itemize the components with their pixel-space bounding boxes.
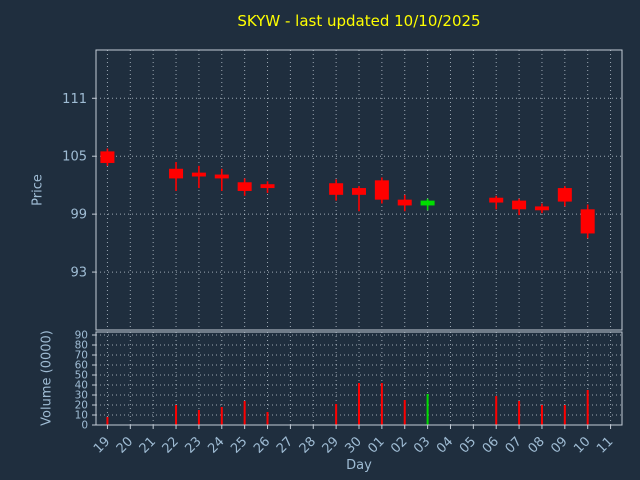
candle-body	[580, 209, 595, 234]
chart-title: SKYW - last updated 10/10/2025	[237, 12, 481, 30]
x-tick-label: 20	[114, 434, 136, 456]
candle-body	[420, 200, 435, 206]
volume-tick-label: 30	[75, 390, 88, 402]
candle-body	[489, 197, 504, 203]
x-axis-label: Day	[346, 458, 372, 473]
candle-body	[352, 188, 366, 195]
volume-panel-frame	[95, 331, 623, 426]
x-tick-label: 05	[457, 434, 479, 456]
x-tick-label: 07	[503, 434, 525, 456]
volume-tick-label: 50	[75, 370, 88, 382]
volume-tick-label: 10	[75, 410, 88, 422]
price-panel-frame	[95, 49, 623, 331]
x-tick-label: 11	[594, 434, 616, 456]
candle-body	[214, 174, 229, 179]
candle-body	[237, 182, 252, 191]
candle-body	[191, 172, 206, 177]
x-tick-label: 25	[228, 434, 250, 456]
x-tick-label: 28	[297, 434, 319, 456]
x-tick-label: 04	[434, 434, 456, 456]
x-tick-label: 06	[480, 434, 502, 456]
candle-body	[169, 168, 184, 179]
x-tick-label: 09	[548, 434, 570, 456]
x-tick-label: 29	[320, 434, 342, 456]
price-tick-label: 99	[70, 208, 87, 223]
candle-body	[374, 180, 389, 200]
volume-tick-label: 70	[75, 350, 88, 362]
x-tick-label: 24	[205, 434, 227, 456]
x-tick-label: 30	[343, 434, 365, 456]
candle-body	[329, 183, 344, 195]
candle-body	[260, 184, 275, 189]
x-tick-label: 26	[251, 434, 273, 456]
candle-body	[100, 151, 115, 163]
x-tick-label: 19	[91, 434, 113, 456]
price-tick-label: 93	[70, 266, 87, 281]
volume-tick-label: 60	[75, 360, 88, 372]
x-tick-label: 23	[182, 434, 204, 456]
candle-body	[397, 199, 412, 206]
x-tick-label: 27	[274, 434, 296, 456]
volume-tick-label: 40	[75, 380, 88, 392]
price-tick-label: 105	[62, 150, 87, 165]
x-tick-label: 22	[160, 434, 182, 456]
volume-tick-label: 20	[75, 400, 88, 412]
x-tick-label: 10	[571, 434, 593, 456]
candle-body	[534, 206, 549, 211]
x-tick-label: 21	[137, 434, 159, 456]
x-tick-label: 08	[525, 434, 547, 456]
x-tick-label: 02	[388, 434, 410, 456]
price-tick-label: 111	[62, 92, 87, 107]
volume-tick-label: 80	[75, 340, 88, 352]
x-tick-label: 03	[411, 434, 433, 456]
volume-tick-label: 0	[81, 420, 88, 432]
candle-body	[512, 200, 527, 210]
x-tick-label: 01	[365, 434, 387, 456]
volume-tick-label: 90	[75, 330, 88, 342]
candle-body	[557, 188, 572, 202]
